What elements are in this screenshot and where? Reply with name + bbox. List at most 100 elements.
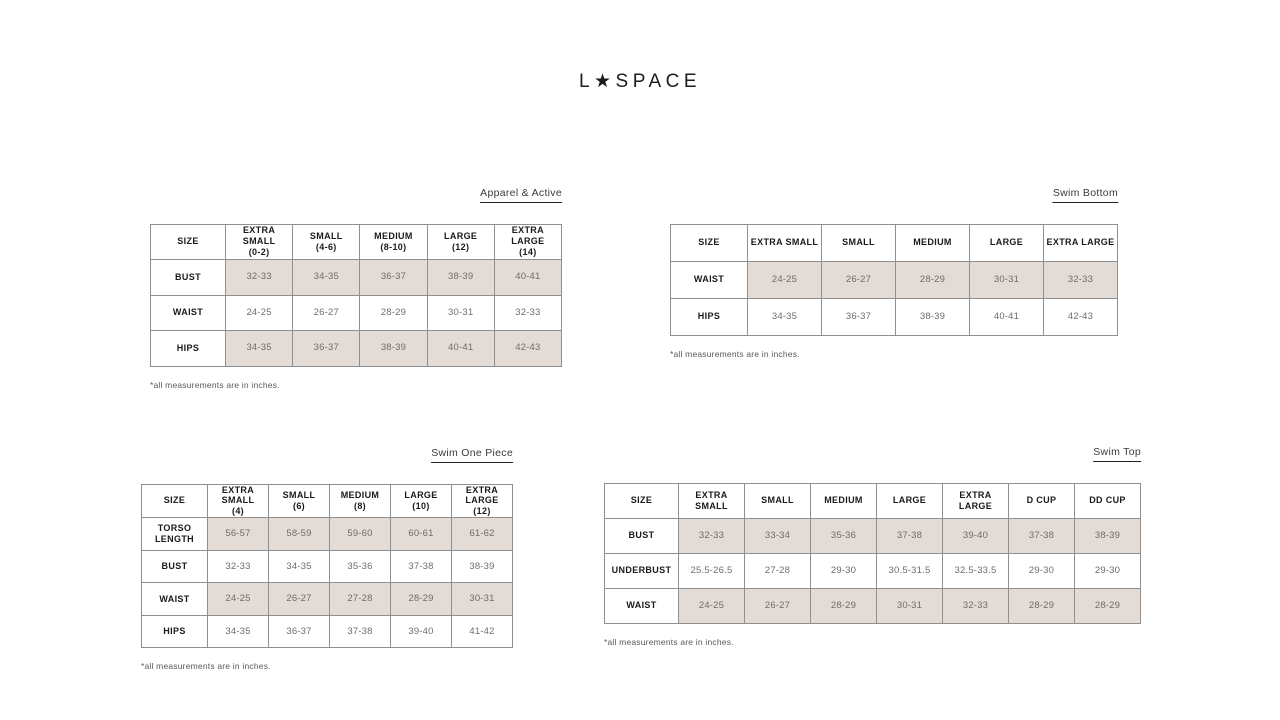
brand-logo: L★SPACE xyxy=(578,71,702,92)
column-header-label: D CUP xyxy=(1026,495,1057,506)
measurement-cell: 30-31 xyxy=(876,587,943,624)
measurement-cell: 59-60 xyxy=(329,517,391,551)
measurement-cell: 24-25 xyxy=(207,582,269,616)
row-label: WAIST xyxy=(670,260,748,299)
measurement-cell: 25.5-26.5 xyxy=(678,552,745,589)
row-label: HIPS xyxy=(670,297,748,336)
table-row: HIPS 34-35 36-37 37-38 39-40 41-42 xyxy=(141,614,513,649)
column-header-label: LARGE xyxy=(404,489,438,500)
measurement-cell: 38-39 xyxy=(451,549,513,584)
measurement-cell: 27-28 xyxy=(744,552,811,589)
column-header-label: EXTRA LARGE xyxy=(511,225,545,247)
table-header-row: SIZE EXTRA SMALL SMALL MEDIUM LARGE EXTRA LAR… xyxy=(604,482,1141,519)
column-header: MEDIUM (8-10) xyxy=(359,223,428,260)
column-header-label: EXTRA SMALL xyxy=(242,225,276,247)
column-header: EXTRA LARGE xyxy=(942,482,1009,519)
measurement-cell: 28-29 xyxy=(359,294,428,331)
measurement-cell: 29-30 xyxy=(810,552,877,589)
footnote-swim-bottom: *all measurements are in inches. xyxy=(670,348,800,359)
column-header-label: MEDIUM xyxy=(374,230,413,241)
column-header-label: SIZE xyxy=(698,237,720,248)
row-label: UNDERBUST xyxy=(604,552,679,589)
column-header: LARGE (12) xyxy=(426,223,495,260)
measurement-cell: 34-35 xyxy=(268,549,330,584)
measurement-cell: 39-40 xyxy=(390,614,452,649)
column-header: EXTRA SMALL (0-2) xyxy=(224,223,294,260)
table-header-row: SIZE EXTRA SMALL (4) SMALL (6) MEDIUM (8) LARGE… xyxy=(141,483,513,519)
measurement-cell: 38-39 xyxy=(895,297,970,336)
column-header: EXTRA LARGE (14) xyxy=(493,223,563,260)
swim-one-piece-table: SIZE EXTRA SMALL (4) SMALL (6) MEDIUM (8) LARGE… xyxy=(141,483,513,649)
table-row: BUST 32-33 33-34 35-36 37-38 39-40 37-38 38-39 xyxy=(604,517,1141,554)
column-header: EXTRA SMALL xyxy=(747,223,822,262)
column-header-label: SMALL xyxy=(761,495,794,506)
swim-top-table: SIZE EXTRA SMALL SMALL MEDIUM LARGE EXTRA LAR… xyxy=(604,482,1141,624)
column-header-size: SIZE xyxy=(141,483,208,519)
column-header: D CUP xyxy=(1008,482,1075,519)
table-row: WAIST 24-25 26-27 27-28 28-29 30-31 xyxy=(141,582,513,616)
measurement-cell: 37-38 xyxy=(329,614,391,649)
measurement-cell: 26-27 xyxy=(268,582,330,616)
measurement-cell: 37-38 xyxy=(876,517,943,554)
column-header: MEDIUM xyxy=(895,223,970,262)
measurement-cell: 40-41 xyxy=(426,330,495,367)
column-header: EXTRA LARGE (12) xyxy=(451,483,513,519)
measurement-cell: 34-35 xyxy=(292,259,361,296)
size-chart-swim-bottom: Swim Bottom SIZE EXTRA SMALL SMALL MEDIUM LA… xyxy=(670,184,1118,359)
measurement-cell: 40-41 xyxy=(493,259,563,296)
measurement-cell: 27-28 xyxy=(329,582,391,616)
measurement-cell: 32-33 xyxy=(207,549,269,584)
column-header-label: SIZE xyxy=(630,495,653,506)
footnote-swim-one-piece: *all measurements are in inches. xyxy=(141,661,271,672)
column-header-size: SIZE xyxy=(670,223,748,262)
brand-header: L★SPACE xyxy=(0,70,1280,93)
row-label: WAIST xyxy=(141,582,208,616)
measurement-cell: 28-29 xyxy=(895,260,970,299)
column-header-sublabel: (8) xyxy=(353,500,367,511)
measurement-cell: 28-29 xyxy=(390,582,452,616)
table-row: BUST 32-33 34-35 35-36 37-38 38-39 xyxy=(141,549,513,584)
measurement-cell: 34-35 xyxy=(224,330,294,367)
column-header-label: SMALL xyxy=(309,230,343,241)
size-chart-swim-top: Swim Top SIZE EXTRA SMALL SMALL MEDIUM LARGE… xyxy=(604,443,1141,647)
measurement-cell: 26-27 xyxy=(292,294,361,331)
column-header-label: EXTRA LARGE xyxy=(465,484,499,506)
column-header-label: MEDIUM xyxy=(340,489,380,500)
measurement-cell: 32-33 xyxy=(224,259,294,296)
column-header: MEDIUM xyxy=(810,482,877,519)
column-header-label: SIZE xyxy=(177,236,199,247)
column-header-label: LARGE xyxy=(892,495,927,506)
measurement-cell: 30-31 xyxy=(969,260,1044,299)
measurement-cell: 37-38 xyxy=(390,549,452,584)
table-row: WAIST 24-25 26-27 28-29 30-31 32-33 28-29 28-29 xyxy=(604,587,1141,624)
column-header: LARGE xyxy=(876,482,943,519)
column-header-label: EXTRA SMALL xyxy=(750,237,819,248)
measurement-cell: 28-29 xyxy=(810,587,877,624)
column-header-sublabel: (4-6) xyxy=(315,241,337,252)
footnote-swim-top: *all measurements are in inches. xyxy=(604,636,734,647)
row-label: TORSO LENGTH xyxy=(141,517,208,551)
measurement-cell: 30-31 xyxy=(451,582,513,616)
column-header-sublabel: (12) xyxy=(451,241,470,252)
section-heading-swim-top: Swim Top xyxy=(1093,447,1141,462)
section-heading-swim-one-piece: Swim One Piece xyxy=(431,448,513,463)
row-label: HIPS xyxy=(150,330,226,367)
section-heading-swim-bottom: Swim Bottom xyxy=(1052,188,1118,203)
column-header-label: DD CUP xyxy=(1089,495,1126,506)
row-label: WAIST xyxy=(604,587,679,624)
row-label-line: LENGTH xyxy=(154,534,195,545)
table-row: HIPS 34-35 36-37 38-39 40-41 42-43 xyxy=(670,297,1118,336)
measurement-cell: 36-37 xyxy=(821,297,896,336)
column-header: EXTRA SMALL (4) xyxy=(207,483,269,519)
measurement-cell: 38-39 xyxy=(359,330,428,367)
measurement-cell: 38-39 xyxy=(426,259,495,296)
measurement-cell: 37-38 xyxy=(1008,517,1075,554)
table-header-row: SIZE EXTRA SMALL (0-2) SMALL (4-6) MEDIUM (8-1… xyxy=(150,223,563,260)
measurement-cell: 29-30 xyxy=(1008,552,1075,589)
measurement-cell: 24-25 xyxy=(747,260,822,299)
row-label: BUST xyxy=(141,549,208,584)
table-header-row: SIZE EXTRA SMALL SMALL MEDIUM LARGE EXTRA LAR… xyxy=(670,223,1118,262)
column-header-sublabel: (12) xyxy=(473,506,491,517)
measurement-cell: 36-37 xyxy=(292,330,361,367)
measurement-cell: 34-35 xyxy=(747,297,822,336)
